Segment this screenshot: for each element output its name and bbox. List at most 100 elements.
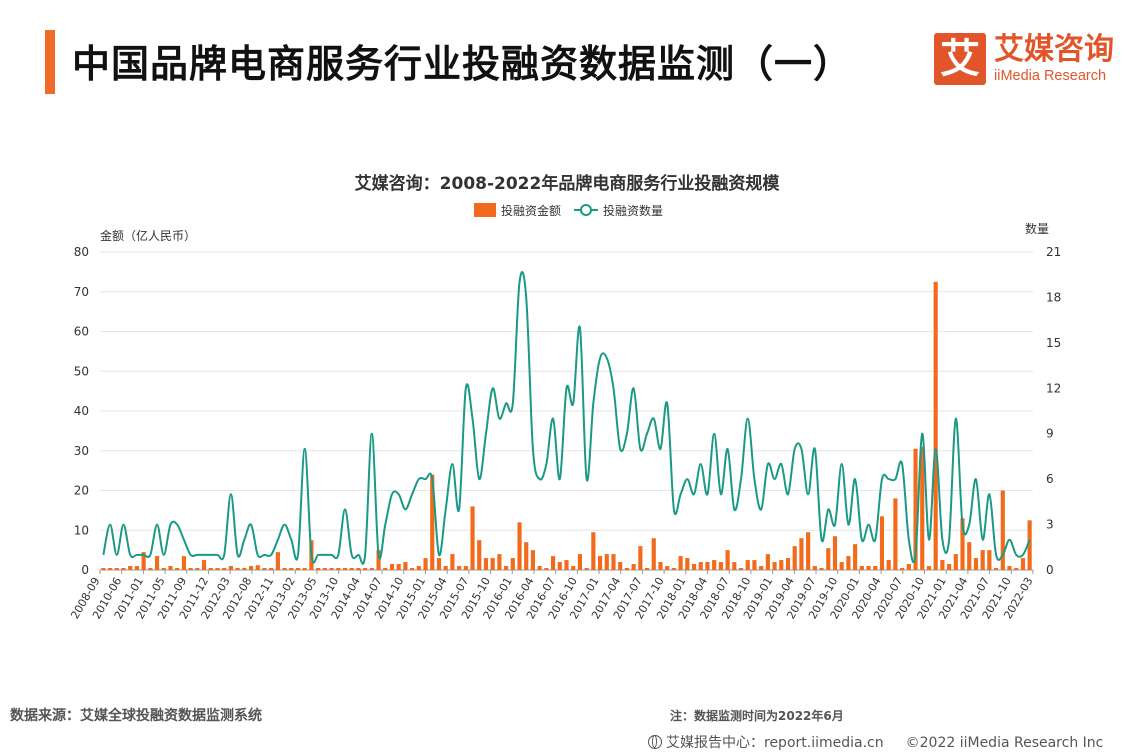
bar-amount: [832, 536, 838, 570]
bar-amount: [705, 562, 710, 570]
bar-amount: [410, 568, 415, 570]
bar-amount: [859, 566, 864, 570]
bar-amount: [477, 540, 482, 570]
bar-amount: [564, 560, 569, 570]
bar-amount: [356, 568, 361, 570]
bar-amount: [879, 516, 885, 570]
y-right-axis-label: 数量: [1025, 221, 1049, 236]
bar-amount: [725, 550, 730, 570]
bar-amount: [215, 568, 220, 570]
bar-amount: [987, 550, 992, 570]
bar-amount: [597, 556, 603, 570]
bar-amount: [316, 568, 321, 570]
bar-amount: [483, 558, 489, 570]
footer-bar: 艾媒报告中心：report.iimedia.cn ©2022 iiMedia Re…: [648, 732, 1103, 752]
bar-amount: [322, 568, 327, 570]
data-source: 数据来源：艾媒全球投融资数据监测系统: [10, 708, 262, 724]
bar-amount: [866, 566, 871, 570]
logo-name-cn: 艾媒咨询: [994, 32, 1114, 67]
bar-amount: [799, 538, 804, 570]
bar-amount: [457, 566, 462, 570]
bar-amount: [893, 498, 898, 570]
bar-amount: [846, 556, 851, 570]
y-right-tick-label: 9: [1046, 427, 1054, 441]
bar-amount: [933, 281, 938, 570]
bar-amount: [738, 568, 744, 570]
bar-amount: [188, 568, 193, 570]
bar-amount: [584, 568, 589, 570]
monitoring-note: 注：数据监测时间为2022年6月: [670, 709, 844, 723]
bar-amount: [611, 554, 616, 570]
bar-amount: [1014, 568, 1019, 570]
bar-amount: [886, 560, 891, 570]
legend-bar-swatch: [474, 203, 496, 217]
bar-amount: [161, 568, 166, 570]
globe-icon: [648, 735, 662, 749]
y-left-tick-label: 10: [74, 523, 89, 537]
bar-amount: [195, 568, 200, 570]
bar-amount: [208, 568, 213, 570]
bar-amount: [114, 568, 119, 570]
y-right-tick-label: 15: [1046, 336, 1061, 350]
bar-amount: [228, 566, 233, 570]
legend-line-label: 投融资数量: [603, 203, 663, 218]
y-right-tick-label: 3: [1046, 518, 1054, 532]
bar-amount: [128, 566, 133, 570]
bar-amount: [557, 562, 562, 570]
bar-amount: [369, 568, 374, 570]
bar-amount: [631, 564, 636, 570]
y-right-tick-label: 18: [1046, 290, 1061, 304]
bar-amount: [101, 568, 106, 570]
bar-amount: [416, 566, 421, 570]
bar-amount: [812, 566, 817, 570]
bar-amount: [242, 568, 247, 570]
bar-amount: [329, 568, 334, 570]
bar-amount: [839, 562, 844, 570]
bar-amount: [671, 568, 676, 570]
bar-amount: [510, 558, 515, 570]
bar-amount: [926, 566, 932, 570]
bar-amount: [624, 568, 629, 570]
y-left-tick-label: 40: [74, 404, 89, 418]
bar-amount: [550, 556, 556, 570]
bar-amount: [792, 546, 797, 570]
bar-amount: [295, 568, 301, 570]
bar-amount: [537, 566, 542, 570]
bar-amount: [201, 560, 207, 570]
report-center-link[interactable]: 艾媒报告中心：report.iimedia.cn: [666, 735, 884, 751]
bar-amount: [853, 544, 858, 570]
bar-amount: [376, 550, 381, 570]
bar-amount: [712, 560, 717, 570]
bar-amount: [530, 550, 536, 570]
logo-mark-icon: 艾: [934, 33, 986, 85]
y-right-tick-label: 12: [1046, 381, 1061, 395]
y-right-tick-label: 0: [1046, 563, 1054, 577]
bar-amount: [806, 532, 811, 570]
bar-amount: [497, 554, 502, 570]
bar-amount: [255, 565, 260, 570]
bar-amount: [450, 554, 455, 570]
bar-amount: [940, 560, 945, 570]
bar-amount: [973, 558, 979, 570]
bar-amount: [490, 558, 495, 570]
bar-amount: [148, 568, 153, 570]
bar-amount: [349, 568, 354, 570]
bar-amount: [577, 554, 583, 570]
y-left-tick-label: 80: [74, 245, 89, 259]
bar-amount: [275, 552, 280, 570]
bar-amount: [121, 568, 126, 570]
bar-amount: [906, 564, 911, 570]
bar-amount: [638, 546, 643, 570]
bar-amount: [336, 568, 341, 570]
bar-amount: [772, 562, 777, 570]
bar-amount: [967, 542, 972, 570]
bar-amount: [342, 568, 348, 570]
bar-amount: [107, 568, 113, 570]
bar-amount: [1000, 490, 1005, 570]
bar-amount: [141, 552, 146, 570]
bar-amount: [430, 474, 435, 570]
bar-amount: [765, 554, 770, 570]
bar-amount: [960, 518, 965, 570]
bar-amount: [785, 558, 791, 570]
bar-amount: [604, 554, 609, 570]
